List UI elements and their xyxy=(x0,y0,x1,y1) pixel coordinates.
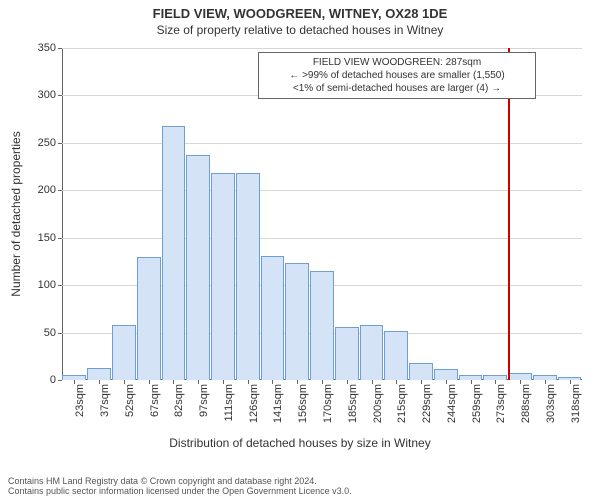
y-axis-line xyxy=(62,48,63,380)
y-tick-label: 200 xyxy=(38,184,62,196)
y-tick-label: 150 xyxy=(38,232,62,244)
footer-line-1: Contains HM Land Registry data © Crown c… xyxy=(8,476,352,486)
histogram-bar xyxy=(236,173,260,380)
x-tick-label: 170sqm xyxy=(322,384,334,423)
x-tick-label: 37sqm xyxy=(99,384,111,417)
x-tick-label: 318sqm xyxy=(570,384,582,423)
annotation-line: ← >99% of detached houses are smaller (1… xyxy=(265,69,529,82)
histogram-bar xyxy=(360,325,384,380)
chart-area: 05010015020025030035023sqm37sqm52sqm67sq… xyxy=(62,48,582,380)
histogram-bar xyxy=(112,325,136,380)
histogram-bar xyxy=(508,373,532,380)
x-tick-label: 259sqm xyxy=(471,384,483,423)
footer-line-2: Contains public sector information licen… xyxy=(8,486,352,496)
y-axis-label: Number of detached properties xyxy=(9,131,23,296)
y-tick-label: 100 xyxy=(38,279,62,291)
x-tick-label: 288sqm xyxy=(520,384,532,423)
x-tick-label: 82sqm xyxy=(173,384,185,417)
histogram-bar xyxy=(211,173,235,380)
annotation-line: FIELD VIEW WOODGREEN: 287sqm xyxy=(265,56,529,69)
x-tick-label: 23sqm xyxy=(74,384,86,417)
histogram-bar xyxy=(87,368,111,380)
x-tick-label: 229sqm xyxy=(421,384,433,423)
footer: Contains HM Land Registry data © Crown c… xyxy=(8,476,352,496)
x-tick-label: 52sqm xyxy=(124,384,136,417)
histogram-bar xyxy=(384,331,408,380)
histogram-bar xyxy=(434,369,458,380)
x-tick-label: 141sqm xyxy=(272,384,284,423)
histogram-bar xyxy=(409,363,433,380)
x-tick-label: 156sqm xyxy=(297,384,309,423)
x-axis-label: Distribution of detached houses by size … xyxy=(0,436,600,450)
x-tick-label: 185sqm xyxy=(347,384,359,423)
y-tick-label: 250 xyxy=(38,137,62,149)
histogram-bar xyxy=(261,256,285,380)
histogram-bar xyxy=(186,155,210,380)
x-tick-label: 111sqm xyxy=(223,384,235,422)
gridline xyxy=(62,48,582,49)
x-tick-label: 97sqm xyxy=(198,384,210,417)
histogram-bar xyxy=(285,263,309,380)
x-tick-label: 126sqm xyxy=(248,384,260,423)
histogram-bar xyxy=(137,257,161,380)
histogram-bar xyxy=(335,327,359,380)
annotation-box: FIELD VIEW WOODGREEN: 287sqm← >99% of de… xyxy=(258,52,536,99)
chart-title: FIELD VIEW, WOODGREEN, WITNEY, OX28 1DE xyxy=(0,0,600,21)
x-tick-label: 67sqm xyxy=(149,384,161,417)
histogram-bar xyxy=(310,271,334,380)
y-tick-label: 50 xyxy=(44,327,62,339)
x-tick-label: 303sqm xyxy=(545,384,557,423)
x-tick-label: 244sqm xyxy=(446,384,458,423)
chart-subtitle: Size of property relative to detached ho… xyxy=(0,21,600,37)
x-tick-label: 273sqm xyxy=(495,384,507,423)
y-tick-label: 350 xyxy=(38,42,62,54)
gridline xyxy=(62,143,582,144)
histogram-bar xyxy=(162,126,186,380)
y-tick-label: 0 xyxy=(50,374,62,386)
x-tick-label: 215sqm xyxy=(396,384,408,423)
plot-inner: 05010015020025030035023sqm37sqm52sqm67sq… xyxy=(62,48,582,380)
gridline xyxy=(62,190,582,191)
x-tick-label: 200sqm xyxy=(372,384,384,423)
annotation-line: <1% of semi-detached houses are larger (… xyxy=(265,82,529,95)
y-tick-label: 300 xyxy=(38,89,62,101)
gridline xyxy=(62,238,582,239)
